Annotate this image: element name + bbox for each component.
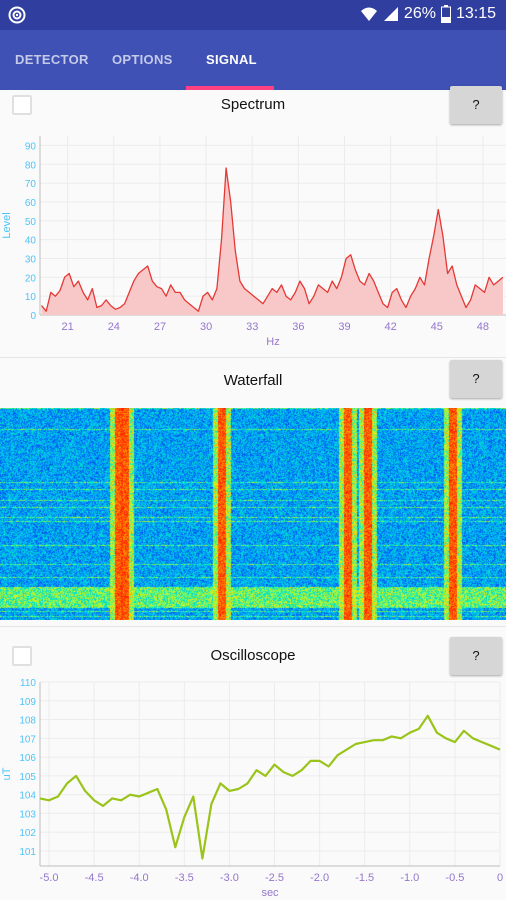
waterfall-help-button[interactable]: ? bbox=[450, 360, 502, 398]
y-tick-label: 103 bbox=[19, 809, 36, 820]
app-icon bbox=[8, 6, 26, 24]
signal-icon bbox=[383, 7, 398, 21]
y-tick-label: 110 bbox=[20, 678, 36, 689]
x-tick-label: -1.0 bbox=[400, 872, 419, 884]
section-divider bbox=[0, 357, 506, 358]
y-tick-label: 80 bbox=[25, 160, 37, 171]
spectrum-chart: 21 24 27 30 33 36 39 42 45 48 0 10 20 30 40 50 60 70 80 90 H… bbox=[1, 136, 506, 348]
x-tick-label: -3.0 bbox=[220, 872, 239, 884]
y-tick-label: 40 bbox=[25, 236, 37, 247]
y-tick-label: 90 bbox=[25, 141, 37, 152]
spectrum-checkbox[interactable] bbox=[12, 95, 32, 115]
x-axis-title: sec bbox=[261, 887, 279, 899]
y-tick-label: 107 bbox=[19, 734, 36, 745]
y-tick-label: 20 bbox=[25, 273, 37, 284]
status-bar: 26% 13:15 bbox=[0, 0, 506, 30]
x-tick-label: -5.0 bbox=[40, 872, 59, 884]
status-right: 26% 13:15 bbox=[360, 5, 496, 23]
tab-signal[interactable]: SIGNAL bbox=[206, 52, 257, 67]
y-tick-label: 109 bbox=[19, 697, 36, 708]
x-tick-label: 33 bbox=[246, 321, 258, 333]
x-tick-label: 21 bbox=[62, 321, 74, 333]
x-tick-label: 39 bbox=[338, 321, 350, 333]
wifi-icon bbox=[360, 7, 377, 21]
y-tick-label: 105 bbox=[19, 772, 36, 783]
y-tick-label: 104 bbox=[19, 791, 36, 802]
tab-detector[interactable]: DETECTOR bbox=[15, 52, 89, 67]
x-tick-label: -3.5 bbox=[175, 872, 194, 884]
x-tick-label: 27 bbox=[154, 321, 166, 333]
x-axis-title: Hz bbox=[266, 336, 279, 348]
spectrum-help-button[interactable]: ? bbox=[450, 86, 502, 124]
x-tick-label: 42 bbox=[385, 321, 397, 333]
spectrum-title: Spectrum bbox=[220, 96, 286, 113]
y-axis-title: uT bbox=[1, 767, 13, 780]
y-tick-label: 70 bbox=[25, 179, 37, 190]
x-tick-label: -2.0 bbox=[310, 872, 329, 884]
y-tick-label: 102 bbox=[19, 828, 36, 839]
y-tick-label: 0 bbox=[30, 311, 36, 322]
x-tick-label: -4.0 bbox=[130, 872, 149, 884]
battery-percent: 26% bbox=[403, 5, 436, 22]
x-tick-label: 36 bbox=[292, 321, 304, 333]
y-tick-label: 60 bbox=[25, 198, 37, 209]
spectrum-series-line bbox=[41, 167, 504, 312]
y-tick-label: 10 bbox=[25, 292, 37, 303]
active-tab-indicator bbox=[186, 86, 274, 90]
x-tick-label: -0.5 bbox=[445, 872, 464, 884]
y-tick-label: 101 bbox=[19, 847, 36, 858]
oscilloscope-series-line bbox=[39, 714, 501, 860]
waterfall-heatmap bbox=[0, 408, 506, 620]
oscilloscope-chart: -5.0 -4.5 -4.0 -3.5 -3.0 -2.5 -2.0 -1.5 -1.0 -0.5… bbox=[1, 678, 503, 899]
clock: 13:15 bbox=[455, 5, 496, 22]
oscilloscope-help-button[interactable]: ? bbox=[450, 637, 502, 675]
x-tick-label: -1.5 bbox=[355, 872, 374, 884]
x-tick-label: -2.5 bbox=[265, 872, 284, 884]
y-tick-label: 106 bbox=[19, 753, 36, 764]
oscilloscope-title: Oscilloscope bbox=[210, 647, 296, 664]
y-tick-label: 108 bbox=[19, 716, 36, 727]
x-tick-label: -4.5 bbox=[85, 872, 104, 884]
x-tick-label: 45 bbox=[431, 321, 443, 333]
x-tick-label: 24 bbox=[108, 321, 120, 333]
tab-bar: DETECTOR OPTIONS SIGNAL bbox=[0, 30, 506, 90]
y-axis-title: Level bbox=[1, 212, 13, 238]
spectrum-area-fill bbox=[41, 168, 503, 315]
x-tick-label: 0 bbox=[497, 872, 503, 884]
y-tick-label: 50 bbox=[25, 217, 37, 228]
x-tick-label: 30 bbox=[200, 321, 212, 333]
waterfall-title: Waterfall bbox=[223, 372, 283, 389]
y-tick-label: 30 bbox=[25, 254, 37, 265]
x-tick-label: 48 bbox=[477, 321, 489, 333]
section-divider bbox=[0, 626, 506, 627]
tab-options[interactable]: OPTIONS bbox=[112, 52, 173, 67]
battery-icon bbox=[440, 5, 451, 23]
oscilloscope-checkbox[interactable] bbox=[12, 646, 32, 666]
